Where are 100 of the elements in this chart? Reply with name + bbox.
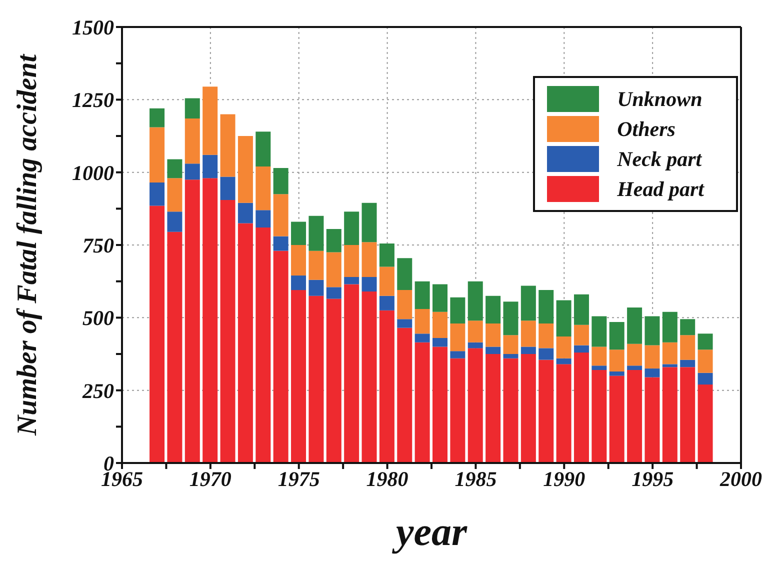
bar: [184, 118, 200, 164]
bar: [609, 350, 624, 372]
bar: [273, 168, 288, 194]
bar: [167, 159, 182, 178]
bar: [273, 194, 288, 236]
bar: [326, 252, 342, 288]
bar: [150, 206, 165, 463]
bar: [150, 127, 165, 183]
bar: [167, 232, 182, 463]
bar: [574, 352, 589, 463]
bar: [184, 164, 200, 180]
bar: [609, 322, 624, 350]
bar: [308, 296, 324, 463]
bar: [414, 342, 430, 463]
bar: [486, 296, 501, 324]
bar: [680, 367, 696, 463]
bar: [326, 229, 342, 252]
bar: [556, 300, 572, 337]
y-tick-label: 1250: [72, 88, 114, 112]
bar: [256, 132, 271, 167]
bar: [397, 328, 412, 463]
bar: [644, 368, 660, 378]
bar: [468, 281, 483, 321]
bar: [698, 334, 713, 350]
bar: [627, 366, 642, 370]
bar: [609, 371, 624, 376]
bar: [414, 334, 430, 342]
bar: [202, 86, 218, 155]
bar: [538, 348, 554, 360]
bar: [644, 345, 660, 369]
bar: [362, 242, 377, 277]
x-tick-label: 1995: [632, 466, 674, 491]
bar: [238, 136, 253, 203]
x-tick-label: 1970: [189, 466, 232, 491]
bar: [256, 166, 271, 210]
bar: [627, 370, 642, 463]
bar: [520, 354, 536, 463]
bar: [326, 287, 342, 299]
bar: [291, 290, 306, 463]
legend-label: Unknown: [617, 86, 702, 112]
bar: [256, 210, 271, 228]
bar: [627, 307, 642, 344]
bar: [291, 222, 306, 245]
bar: [167, 212, 182, 232]
bar: [662, 312, 678, 342]
bar: [291, 245, 306, 276]
bar: [379, 266, 394, 296]
y-tick-label: 500: [82, 306, 114, 330]
bar: [574, 345, 589, 353]
x-tick-label: 1980: [366, 466, 409, 491]
bar: [556, 336, 572, 358]
bar: [291, 276, 306, 290]
bar: [362, 202, 377, 242]
bar: [414, 281, 430, 309]
x-tick-label: 2000: [719, 466, 762, 491]
bar: [680, 360, 696, 368]
bar: [308, 280, 324, 296]
bar: [592, 370, 607, 463]
y-tick-label: 750: [82, 233, 114, 258]
bar: [698, 372, 713, 385]
bar: [520, 320, 536, 347]
bar: [538, 290, 554, 324]
bar: [556, 358, 572, 364]
bar: [680, 319, 696, 336]
bar: [414, 308, 430, 334]
bar: [362, 276, 377, 292]
bar: [273, 250, 288, 463]
bar: [220, 176, 236, 200]
bar: [592, 316, 607, 347]
bar: [503, 335, 518, 354]
bar: [486, 346, 501, 354]
bar: [379, 296, 394, 310]
x-tick-label: 1985: [454, 466, 497, 491]
bar: [238, 223, 253, 463]
bar: [698, 350, 713, 373]
bar: [627, 344, 642, 366]
y-tick-label: 250: [82, 378, 114, 403]
bar: [662, 367, 678, 463]
y-tick-label: 1500: [72, 15, 114, 40]
bar: [503, 358, 518, 463]
bar: [538, 360, 554, 463]
bar: [538, 323, 554, 348]
bar: [680, 335, 696, 360]
bar: [202, 154, 218, 178]
bar: [397, 290, 412, 320]
bar: [574, 324, 589, 346]
bar: [256, 228, 271, 463]
y-axis-title: Number of Fatal falling accident: [12, 53, 43, 437]
bar: [450, 358, 466, 463]
bar: [450, 323, 466, 352]
bar: [468, 348, 483, 463]
bar: [644, 377, 660, 463]
bar: [662, 364, 678, 368]
bar: [184, 180, 200, 463]
bar: [486, 354, 501, 463]
bar: [397, 258, 412, 290]
bar: [432, 284, 448, 312]
bar: [592, 366, 607, 370]
y-tick-label: 1000: [72, 160, 114, 185]
bar: [432, 338, 448, 347]
